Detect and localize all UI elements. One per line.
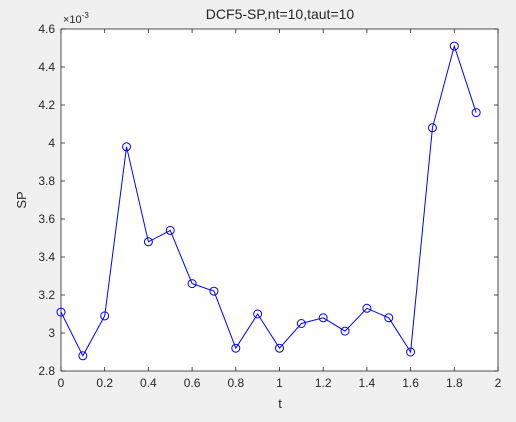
y-tick-label: 4.2 — [38, 98, 55, 112]
x-axis-label: t — [278, 396, 282, 411]
data-point-marker — [78, 351, 88, 361]
data-point-marker — [143, 237, 153, 247]
y-tick-label: 3.4 — [38, 250, 55, 264]
y-tick-label: 4 — [48, 136, 55, 150]
data-point-marker — [187, 279, 197, 289]
chart-title: DCF5-SP,nt=10,taut=10 — [206, 6, 355, 22]
data-point-marker — [122, 142, 132, 152]
data-point-marker — [56, 307, 66, 317]
data-point-marker — [253, 309, 263, 319]
y-tick-label: 3 — [48, 326, 55, 340]
data-series — [56, 41, 481, 361]
x-tick-label: 1.8 — [446, 376, 463, 390]
data-point-marker — [362, 303, 372, 313]
x-tick-label: 0.6 — [184, 376, 201, 390]
x-tick-label: 0.8 — [227, 376, 244, 390]
plot-area — [60, 28, 499, 372]
series-line — [60, 44, 477, 357]
data-point-marker — [275, 343, 284, 353]
data-point-marker — [318, 313, 328, 323]
x-tick-label: 0.2 — [96, 376, 113, 390]
data-point-marker — [449, 41, 459, 51]
data-point-marker — [384, 313, 394, 323]
data-point-marker — [296, 319, 306, 328]
data-point-marker — [209, 286, 219, 296]
data-point-marker — [406, 347, 416, 357]
data-point-marker — [471, 108, 481, 118]
data-point-marker — [165, 225, 175, 235]
axis-ticks: 0 0.2 0.4 0.6 0.8 1 1.2 1.4 1.6 1.8 2 2.8 3 3.2 3.4 3.6… — [38, 22, 501, 390]
data-point-marker — [340, 326, 350, 336]
y-tick-label: 3.2 — [38, 288, 55, 302]
x-tick-label: 0 — [58, 376, 65, 390]
data-point-marker — [100, 311, 110, 321]
x-tick-label: 1.2 — [315, 376, 332, 390]
data-point-marker — [427, 123, 437, 133]
y-tick-label: 4.4 — [38, 60, 55, 74]
data-point-marker — [231, 343, 241, 353]
x-tick-label: 0.4 — [140, 376, 157, 390]
x-tick-label: 1 — [276, 376, 283, 390]
x-tick-label: 1.4 — [359, 376, 376, 390]
y-axis-label: SP — [14, 191, 29, 208]
y-tick-label: 4.6 — [38, 22, 55, 36]
y-exponent-power: -3 — [82, 11, 90, 20]
x-tick-label: 2 — [495, 376, 502, 390]
y-exponent-base: ×10 — [63, 14, 82, 26]
y-tick-label: 2.8 — [38, 364, 55, 378]
y-tick-label: 3.8 — [38, 174, 55, 188]
y-exponent-multiplier: ×10-3 — [63, 11, 89, 26]
x-tick-label: 1.6 — [402, 376, 419, 390]
y-tick-label: 3.6 — [38, 212, 55, 226]
